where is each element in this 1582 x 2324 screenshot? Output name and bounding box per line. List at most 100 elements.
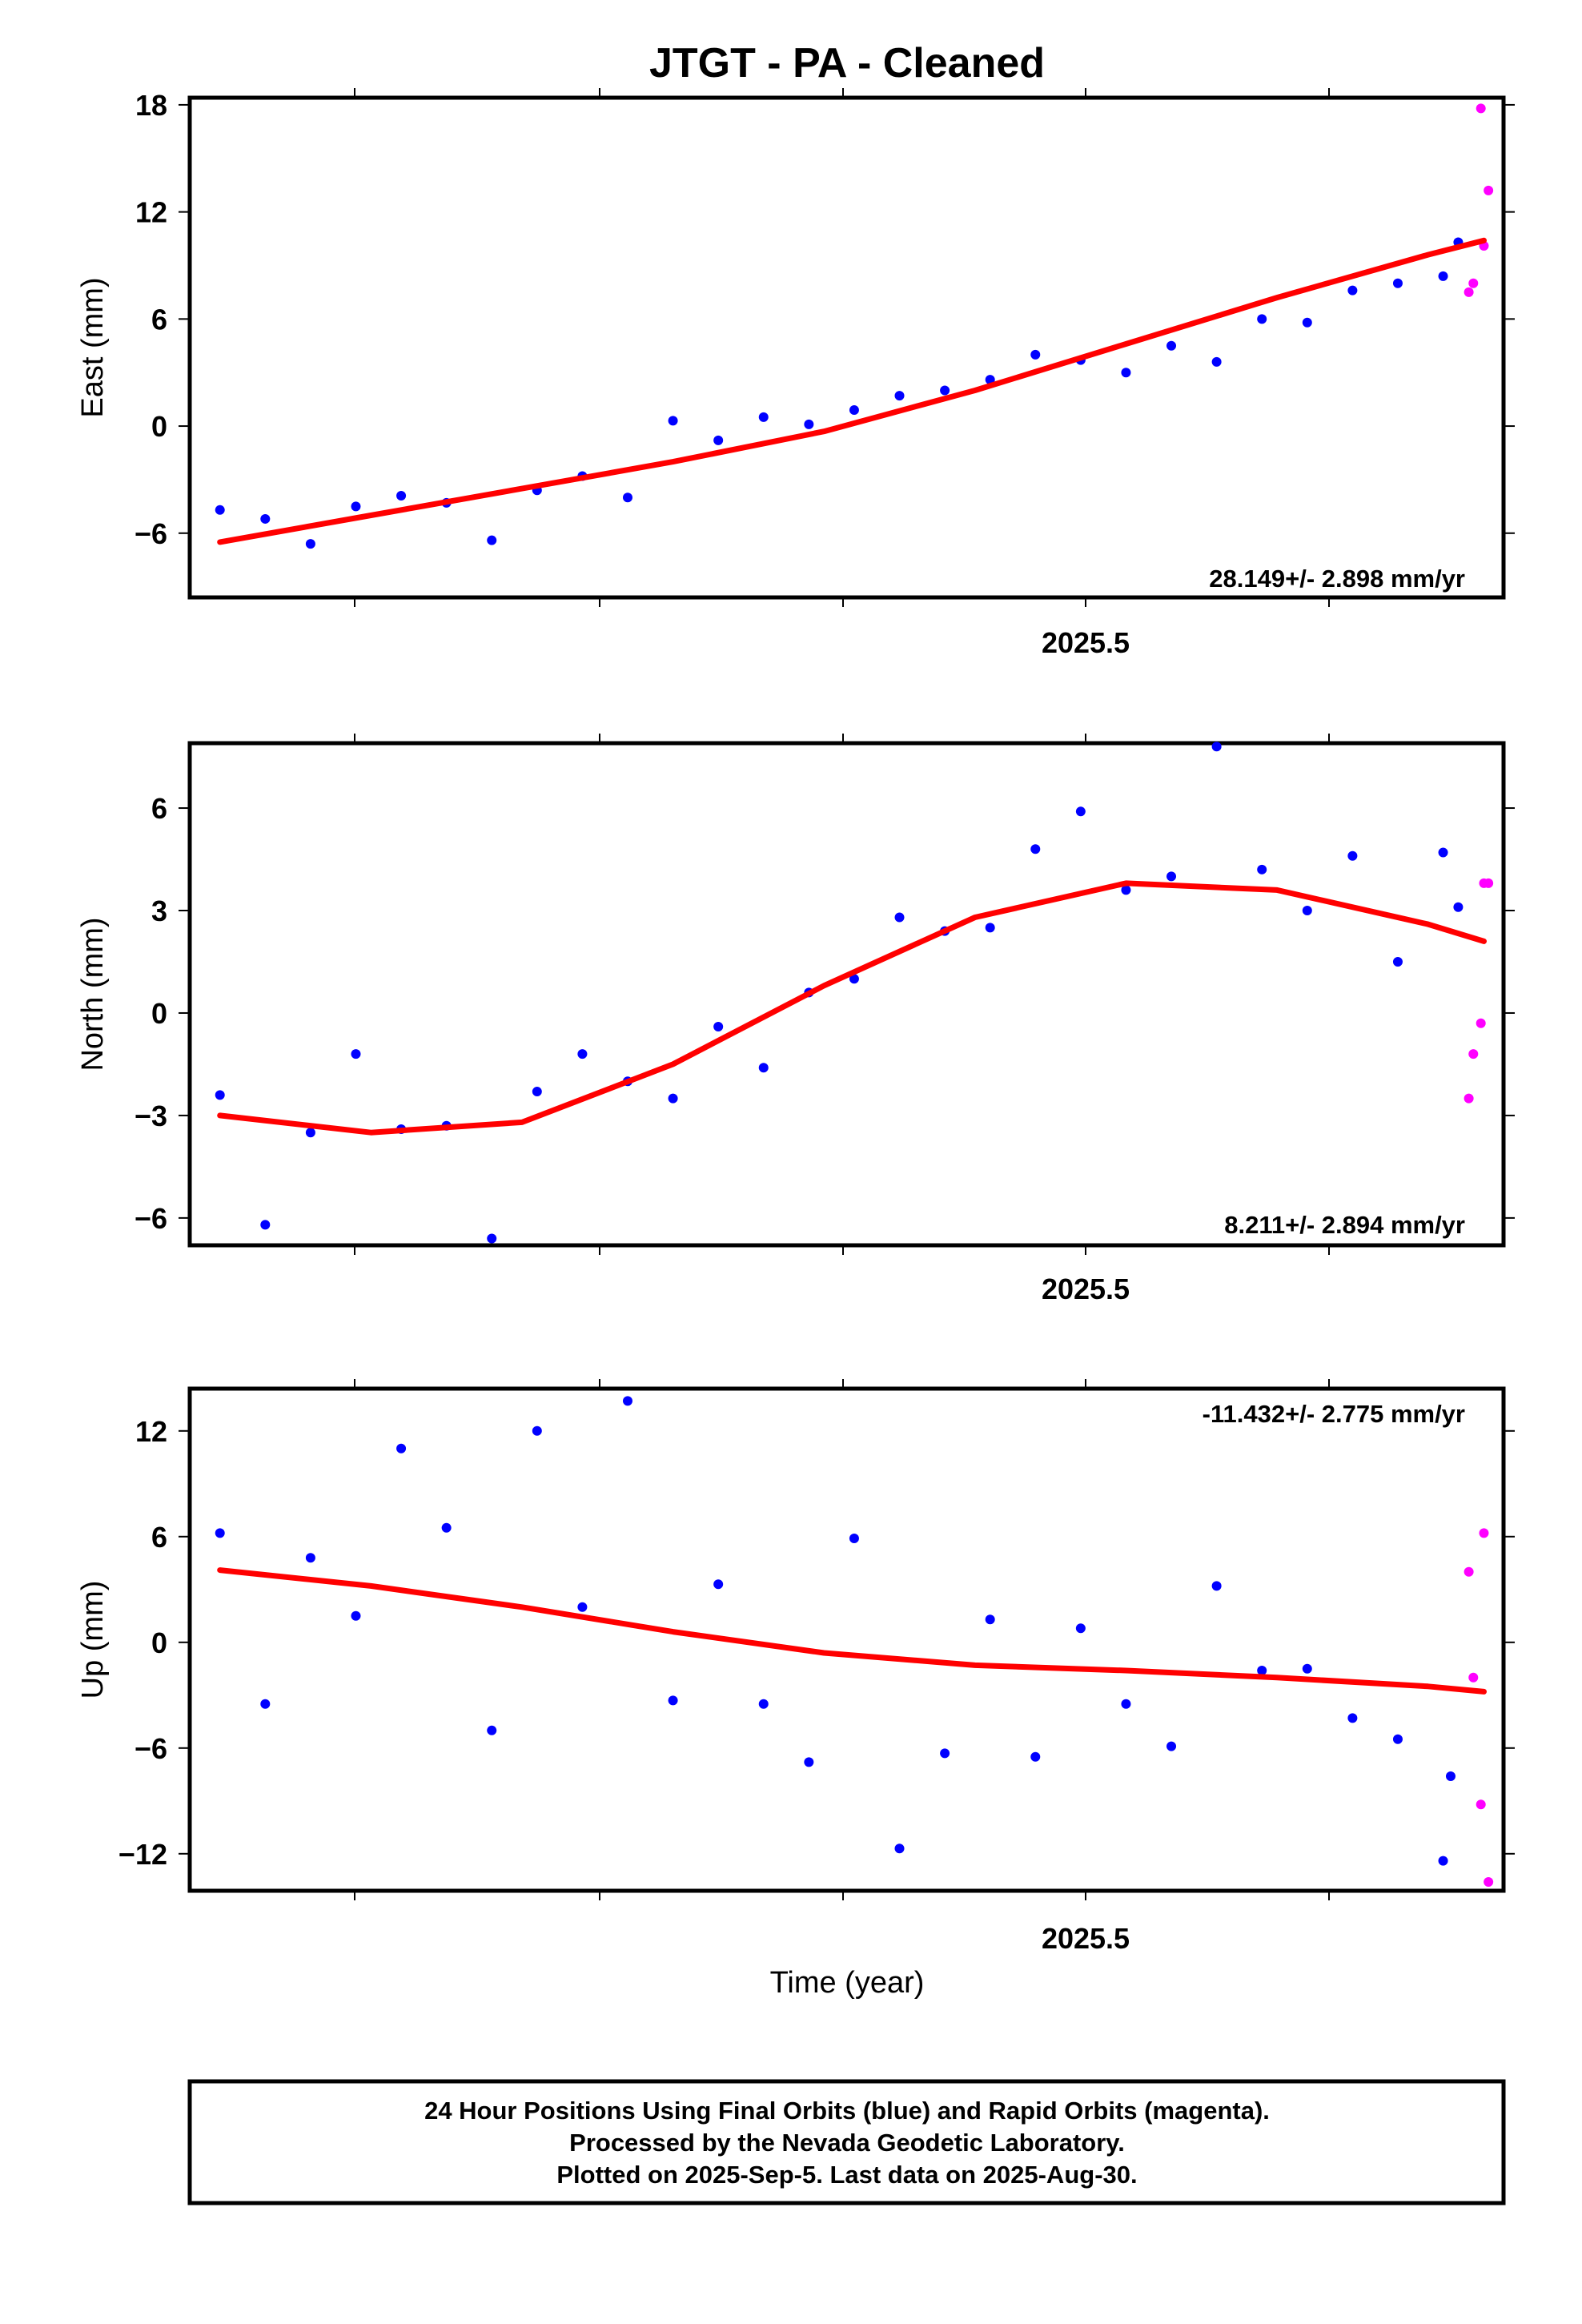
velocity-rate-label: 8.211+/- 2.894 mm/yr [1224,1211,1465,1239]
y-tick-label: 3 [151,895,167,927]
final-orbit-point [1257,314,1267,324]
final-orbit-point [849,1534,859,1543]
final-orbit-point [623,493,632,503]
y-tick-label: 6 [151,792,167,825]
final-orbit-point [1211,1581,1222,1591]
final-orbit-point [1438,271,1448,281]
footer-box: 24 Hour Positions Using Final Orbits (bl… [187,2079,1506,2205]
y-tick-label: 6 [151,303,167,336]
velocity-rate-label: 28.149+/- 2.898 mm/yr [1209,565,1465,593]
rapid-orbit-point [1464,1566,1474,1577]
final-orbit-point [532,1425,542,1436]
final-orbit-point [1030,349,1041,360]
final-orbit-point [1075,806,1086,817]
final-orbit-point [713,435,724,445]
final-orbit-point [1438,847,1448,858]
final-orbit-point [1121,885,1131,895]
panel-1: 18 12 6 0 −6 2025.5 East (mm) 28.149+/- 2.898 m… [76,88,1515,659]
rapid-orbit-point [1476,103,1486,114]
final-orbit-point [1121,368,1131,378]
x-tick-label: 2025.5 [1042,626,1130,659]
footer-line-2: Processed by the Nevada Geodetic Laborat… [569,2129,1125,2157]
final-orbit-point [668,1695,678,1706]
trend-fit-line [217,1567,1487,1695]
final-orbit-point [668,1093,678,1104]
rapid-orbit-point [1476,1018,1486,1028]
final-orbit-point [305,1553,315,1563]
trend-fit-line [217,880,1487,1136]
final-orbit-point [532,1087,542,1097]
final-orbit-point [351,501,361,512]
final-orbit-point [804,419,814,429]
y-axis-label: East (mm) [76,277,110,417]
chart-title: JTGT - PA - Cleaned [649,40,1045,86]
final-orbit-point [1347,850,1358,861]
y-tick-label: −3 [135,1100,167,1132]
final-orbit-point [1121,1699,1131,1709]
panel-2: 6 3 0 −3 −6 2025.5 North (mm) 8.211+/- 2.894 mm… [76,734,1515,1305]
rapid-orbit-point [1468,278,1479,288]
final-orbit-point [487,1233,497,1244]
y-tick-label: 0 [151,1626,167,1659]
final-orbit-point [396,490,407,501]
final-orbit-point [305,1128,315,1138]
final-orbit-point [577,1602,588,1612]
final-orbit-point [1347,285,1358,296]
final-orbit-point [260,513,271,524]
final-orbit-point [487,535,497,545]
rapid-orbit-point [1476,1799,1486,1810]
final-orbit-point [1257,864,1267,875]
y-tick-label: −12 [118,1838,167,1871]
final-orbit-point [758,1063,769,1073]
y-tick-label: 12 [135,196,167,229]
final-orbit-point [1347,1713,1358,1723]
rapid-orbit-point [1468,1672,1479,1683]
final-orbit-point [260,1220,271,1230]
final-orbit-point [1392,278,1403,288]
y-axis-label: North (mm) [76,917,110,1071]
final-orbit-point [1075,1623,1086,1634]
final-orbit-point [1438,1856,1448,1866]
final-orbit-point [623,1396,632,1406]
rapid-orbit-point [1468,1049,1479,1059]
final-orbit-point [1302,317,1312,328]
final-orbit-point [985,923,995,933]
rapid-orbit-point [1484,1877,1494,1887]
final-orbit-point [215,1090,225,1100]
final-orbit-point [1392,956,1403,967]
rapid-orbit-point [1484,185,1494,195]
rapid-orbit-point [1464,287,1474,297]
final-orbit-point [985,1614,995,1625]
final-orbit-point [441,1522,452,1533]
final-orbit-point [713,1579,724,1590]
final-orbit-point [894,391,905,401]
final-orbit-point [1211,742,1222,752]
final-orbit-point [396,1443,407,1454]
final-orbit-point [1302,906,1312,915]
y-tick-label: 18 [135,89,167,122]
final-orbit-point [940,1748,950,1759]
rapid-orbit-point [1479,1528,1489,1538]
final-orbit-point [351,1610,361,1621]
final-orbit-point [894,1844,905,1854]
final-orbit-point [758,1699,769,1709]
plot-frame [187,95,1506,600]
final-orbit-point [215,505,225,515]
final-orbit-point [1211,356,1222,367]
final-orbit-point [305,539,315,549]
final-orbit-point [1030,844,1041,854]
footer-line-1: 24 Hour Positions Using Final Orbits (bl… [424,2097,1270,2125]
y-tick-label: 0 [151,997,167,1030]
final-orbit-point [849,974,859,984]
y-tick-label: −6 [135,1732,167,1765]
final-orbit-point [1302,1663,1312,1674]
final-orbit-point [1030,1751,1041,1762]
final-orbit-point [668,416,678,426]
y-tick-label: −6 [135,1202,167,1235]
trend-fit-line [217,237,1487,545]
y-tick-label: 12 [135,1415,167,1448]
plot-frame [187,741,1506,1248]
final-orbit-point [1453,902,1464,912]
final-orbit-point [1445,1771,1456,1781]
